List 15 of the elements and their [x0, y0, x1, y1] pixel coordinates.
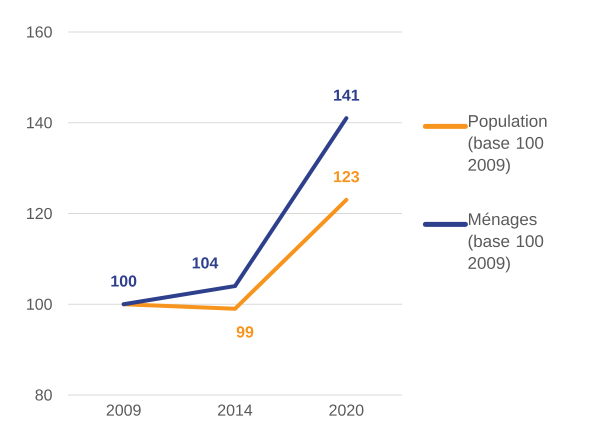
- data-label: 141: [334, 90, 360, 101]
- y-tick-label: 120: [27, 208, 52, 220]
- y-tick-label: 80: [35, 389, 52, 401]
- data-label: 123: [334, 171, 360, 182]
- x-tick-label: 2009: [106, 404, 141, 416]
- data-label: 99: [236, 326, 254, 338]
- legend-label: Ménages (base 100 2009): [468, 212, 544, 272]
- legend-label: Population (base 100 2009): [468, 114, 547, 174]
- data-label: 104: [192, 257, 218, 269]
- y-tick-label: 100: [27, 298, 52, 310]
- x-tick-label: 2020: [329, 404, 364, 416]
- y-tick-label: 160: [27, 26, 52, 38]
- data-label: 100: [111, 275, 136, 287]
- x-tick-label: 2014: [218, 404, 252, 416]
- y-tick-label: 140: [27, 117, 52, 128]
